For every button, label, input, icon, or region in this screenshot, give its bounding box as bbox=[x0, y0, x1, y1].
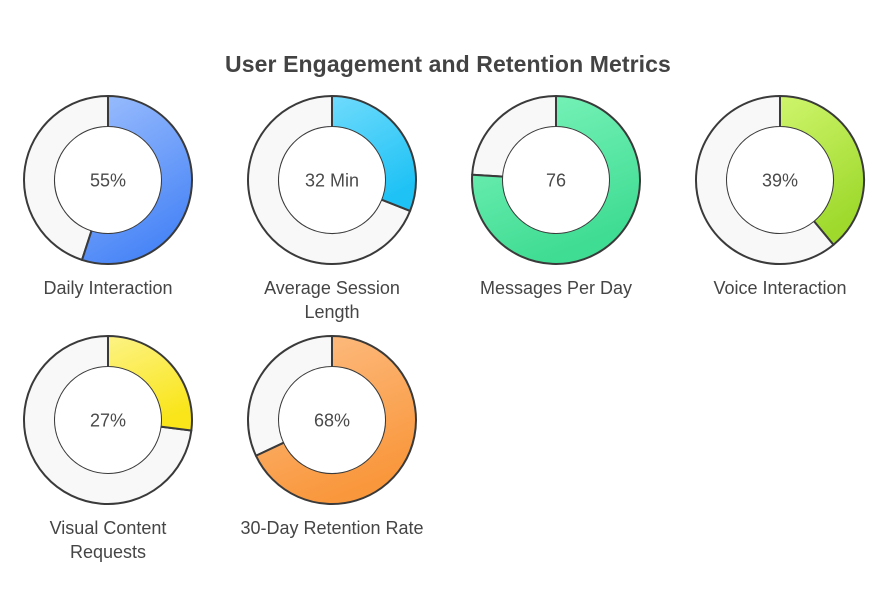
chart-title: User Engagement and Retention Metrics bbox=[225, 51, 671, 77]
donut-hole bbox=[727, 127, 833, 233]
donut-hole bbox=[503, 127, 609, 233]
donut-value-label: 32 Min bbox=[305, 171, 359, 191]
donut-visual-content-requests: 27% Visual Content Requests bbox=[23, 335, 193, 562]
donut-category-label: Visual Content bbox=[50, 518, 167, 538]
donut-value-label: 55% bbox=[90, 171, 126, 191]
donut-value-label: 76 bbox=[546, 171, 566, 191]
donut-category-label: Requests bbox=[70, 542, 146, 562]
donut-hole bbox=[279, 127, 385, 233]
donut-category-label: Daily Interaction bbox=[43, 278, 172, 298]
donut-category-label: Length bbox=[304, 302, 359, 322]
donut-category-label: Messages Per Day bbox=[480, 278, 632, 298]
donut-voice-interaction: 39% Voice Interaction bbox=[695, 95, 865, 298]
donut-value-label: 27% bbox=[90, 411, 126, 431]
donut-value-label: 68% bbox=[314, 411, 350, 431]
donut-messages-per-day: 76 Messages Per Day bbox=[471, 95, 641, 298]
donut-category-label: 30-Day Retention Rate bbox=[240, 518, 423, 538]
donut-30-day-retention-rate: 68% 30-Day Retention Rate bbox=[240, 335, 424, 538]
donut-value-label: 39% bbox=[762, 171, 798, 191]
donut-hole bbox=[55, 367, 161, 473]
donut-category-label: Average Session bbox=[264, 278, 400, 298]
donut-category-label: Voice Interaction bbox=[713, 278, 846, 298]
donut-hole bbox=[55, 127, 161, 233]
donut-hole bbox=[279, 367, 385, 473]
donut-average-session-length: 32 Min Average Session Length bbox=[247, 95, 417, 322]
donut-daily-interaction: 55% Daily Interaction bbox=[23, 95, 193, 298]
